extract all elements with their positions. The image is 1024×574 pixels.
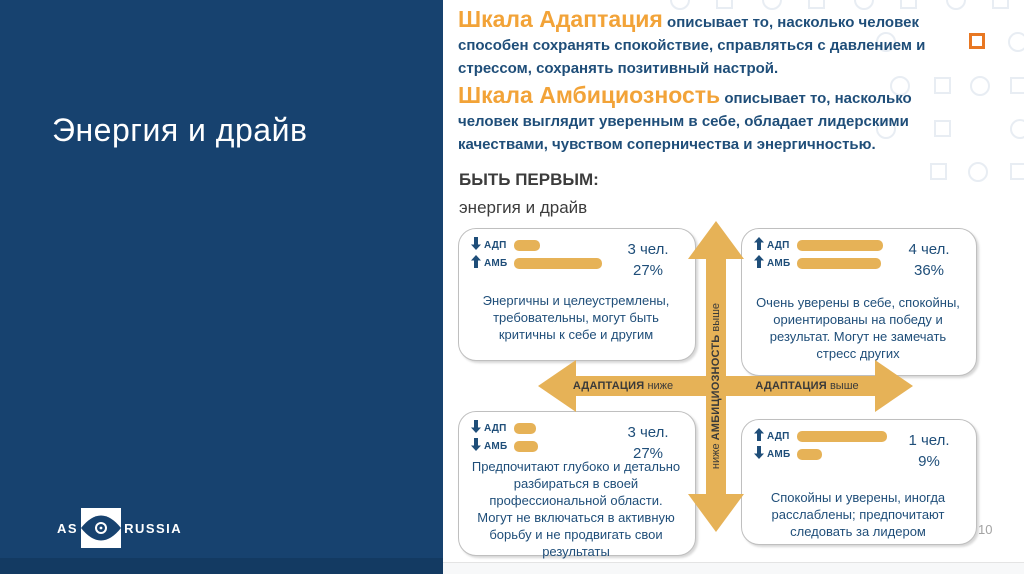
count-percent: 36%	[913, 262, 945, 279]
sidebar: Энергия и драйв AS RUSSIA	[0, 0, 443, 574]
metric-label: АМБ	[767, 258, 791, 269]
logo-text-as: AS	[57, 520, 79, 536]
scale-term-adaptation: Шкала Адаптация	[458, 6, 663, 32]
deco-circle	[876, 119, 896, 139]
arrow-down-icon	[471, 419, 481, 438]
arrow-down-icon	[471, 437, 481, 456]
metric-row: АМБ	[754, 445, 904, 464]
horizontal-axis-arrow-icon	[538, 360, 913, 412]
metric-row: АМБ	[471, 437, 621, 456]
metric-row: АДП	[471, 236, 621, 255]
axis-label-ambition: нижеАМБИЦИОЗНОСТЬвыше	[710, 302, 722, 470]
count-value: 3 чел.	[627, 241, 669, 258]
deco-circle	[890, 76, 910, 96]
count-value: 1 чел.	[908, 432, 950, 449]
deco-circle	[876, 32, 896, 52]
page-number: 10	[978, 522, 993, 537]
deco-circle	[1010, 119, 1024, 139]
metrics: АДП АМБ	[754, 427, 904, 464]
scale-description-adaptation: описывает то, насколько человек способен…	[458, 14, 926, 77]
quadrant-description: Предпочитают глубоко и детально разбират…	[471, 459, 681, 559]
metrics: АДП АМБ	[754, 236, 904, 273]
deco-square	[900, 0, 917, 9]
metric-label: АМБ	[484, 441, 508, 452]
count-percent: 27%	[632, 445, 664, 462]
sidebar-footer-strip	[0, 558, 443, 574]
quadrant-description: Спокойны и уверены, иногда расслаблены; …	[770, 490, 946, 539]
metric-label: АМБ	[767, 449, 791, 460]
metric-bar	[514, 423, 536, 434]
quadrant-box-top-right: АДП АМБ 4 чел. 36% Очень уверены в себе,…	[741, 228, 977, 376]
metric-row: АДП	[754, 236, 904, 255]
deco-square	[716, 0, 733, 9]
diagram-subheading: энергия и драйв	[459, 198, 588, 217]
quadrant-count: 3 чел. 27%	[613, 239, 683, 281]
quadrant-box-top-left: АДП АМБ 3 чел. 27% Энергичны и целеустре…	[458, 228, 696, 361]
metrics: АДП АМБ	[471, 236, 621, 273]
as-russia-logo: AS RUSSIA	[57, 508, 182, 548]
metric-row: АДП	[754, 427, 904, 446]
metric-label: АДП	[767, 240, 790, 251]
deco-circle	[970, 76, 990, 96]
metric-label: АМБ	[484, 258, 508, 269]
metrics: АДП АМБ	[471, 419, 621, 456]
count-value: 3 чел.	[627, 424, 669, 441]
metric-row: АМБ	[471, 254, 621, 273]
axis-label-adaptation-high: АДАПТАЦИЯ выше	[755, 380, 859, 392]
page-title: Энергия и драйв	[52, 112, 308, 148]
metric-label: АДП	[484, 423, 507, 434]
metric-bar	[514, 240, 540, 251]
deco-square	[934, 120, 951, 137]
intro-paragraph-ambition: Шкала Амбициозность описывает то, наскол…	[458, 84, 958, 156]
metric-bar	[797, 449, 822, 460]
arrow-up-icon	[754, 236, 764, 255]
metric-bar	[514, 258, 602, 269]
arrow-up-icon	[471, 254, 481, 273]
count-value: 4 чел.	[908, 241, 950, 258]
arrow-down-icon	[754, 445, 764, 464]
scale-description-ambition: описывает то, насколько человек выглядит…	[458, 90, 912, 153]
arrow-up-icon	[754, 427, 764, 446]
quadrant-description: Энергичны и целеустремлены, требовательн…	[482, 293, 670, 342]
deco-square	[930, 163, 947, 180]
metric-label: АДП	[484, 240, 507, 251]
metric-row: АДП	[471, 419, 621, 438]
deco-square	[992, 0, 1009, 9]
deco-square	[808, 0, 825, 9]
count-percent: 9%	[918, 453, 940, 470]
deco-square	[1010, 77, 1024, 94]
intro-paragraph-adaptation: Шкала Адаптация описывает то, насколько …	[458, 8, 958, 80]
quadrant-box-bottom-right: АДП АМБ 1 чел. 9% Спокойны и уверены, ин…	[741, 419, 977, 545]
deco-circle	[1008, 32, 1024, 52]
metric-bar	[797, 431, 887, 442]
metric-label: АДП	[767, 431, 790, 442]
diagram-heading: БЫТЬ ПЕРВЫМ:	[459, 170, 599, 189]
quadrant-count: 4 чел. 36%	[894, 239, 964, 281]
slide-bottom-edge	[443, 562, 1024, 574]
metric-bar	[514, 441, 538, 452]
logo-text-russia: RUSSIA	[124, 520, 183, 536]
deco-circle	[968, 162, 988, 182]
deco-square	[1010, 163, 1024, 180]
scale-term-ambition: Шкала Амбициозность	[458, 82, 721, 108]
metric-bar	[797, 240, 883, 251]
quadrant-count: 1 чел. 9%	[894, 430, 964, 472]
count-percent: 27%	[632, 262, 664, 279]
quadrant-box-bottom-left: АДП АМБ 3 чел. 27% Предпочитают глубоко …	[458, 411, 696, 559]
axis-label-adaptation-low: АДАПТАЦИЯ ниже	[572, 380, 674, 392]
quadrant-count: 3 чел. 27%	[613, 422, 683, 464]
deco-square	[934, 77, 951, 94]
logo-eye-icon	[81, 508, 122, 548]
metric-bar	[797, 258, 881, 269]
arrow-up-icon	[754, 254, 764, 273]
arrow-down-icon	[471, 236, 481, 255]
deco-highlight-square	[969, 33, 985, 49]
metric-row: АМБ	[754, 254, 904, 273]
quadrant-description: Очень уверены в себе, спокойны, ориентир…	[756, 295, 960, 361]
